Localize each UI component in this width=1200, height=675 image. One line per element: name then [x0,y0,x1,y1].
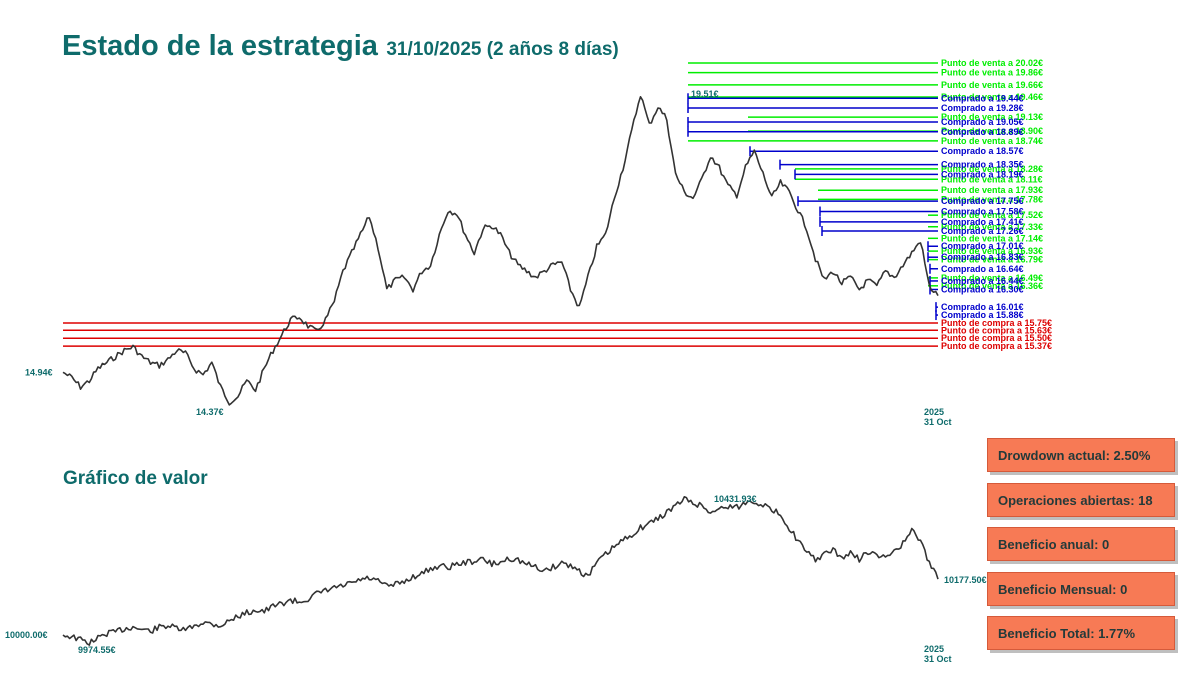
title-date: 31/10/2025 (2 años 8 días) [386,39,619,60]
bought-level-label: Comprado a 17.58€ [941,207,1024,217]
sell-level-label: Punto de venta a 19.46€ [941,92,1043,102]
buy-level-label: Punto de compra a 15.37€ [941,341,1052,351]
bought-level-label: Comprado a 16.44€ [941,276,1024,286]
sell-level-label: Punto de venta a 16.36€ [941,281,1043,291]
bought-level-label: Comprado a 16.01€ [941,302,1024,312]
sell-level-label: Punto de venta a 19.86€ [941,68,1043,78]
bought-level-label: Comprado a 17.26€ [941,226,1024,236]
sell-level-label: Punto de venta a 20.02€ [941,58,1043,68]
sell-level-label: Punto de venta a 16.79€ [941,255,1043,265]
stat-box: Beneficio Total: 1.77% [987,616,1175,650]
bought-level-label: Comprado a 19.44€ [941,93,1024,103]
title-main: Estado de la estrategia [62,30,378,62]
bought-level-label: Comprado a 19.05€ [941,117,1024,127]
bought-level-label: Comprado a 18.89€ [941,127,1024,137]
sell-level-label: Punto de venta a 17.93€ [941,185,1043,195]
bought-level-label: Comprado a 19.28€ [941,103,1024,113]
bought-level-label: Comprado a 18.35€ [941,160,1024,170]
sell-level-label: Punto de venta a 16.93€ [941,246,1043,256]
sell-level-label: Punto de venta a 19.13€ [941,112,1043,122]
buy-level-label: Punto de compra a 15.75€ [941,318,1052,328]
value-end-label: 10177.50€ [944,575,987,585]
sell-level-label: Punto de venta a 17.33€ [941,222,1043,232]
price-start-label: 14.94€ [25,367,53,377]
sell-level-label: Punto de venta a 18.74€ [941,136,1043,146]
value-start-label: 10000.00€ [5,630,48,640]
price-end-tick-date: 31 Oct [924,417,952,427]
sell-level-label: Punto de venta a 17.52€ [941,210,1043,220]
stat-box: Drowdown actual: 2.50% [987,438,1175,472]
bought-level-label: Comprado a 17.41€ [941,217,1024,227]
stat-box: Operaciones abiertas: 18 [987,483,1175,517]
sell-level-label: Punto de venta a 17.14€ [941,233,1043,243]
bought-level-label: Comprado a 18.19€ [941,169,1024,179]
value-chart-title: Gráfico de valor [63,468,208,489]
bought-level-label: Comprado a 17.01€ [941,241,1024,251]
bought-level-label: Comprado a 16.83€ [941,252,1024,262]
sell-level-label: Punto de venta a 17.78€ [941,194,1043,204]
stat-box: Beneficio anual: 0 [987,527,1175,561]
value-end-tick-date: 31 Oct [924,654,952,664]
price-min-label: 14.37€ [196,407,224,417]
bought-level-label: Comprado a 16.64€ [941,264,1024,274]
sell-level-label: Punto de venta a 18.28€ [941,164,1043,174]
price-end-tick-year: 2025 [924,407,944,417]
price-series-line [62,96,939,406]
sell-level-label: Punto de venta a 18.90€ [941,126,1043,136]
sell-level-label: Punto de venta a 18.11€ [941,174,1043,184]
page-title: Estado de la estrategia 31/10/2025 (2 añ… [62,30,619,63]
value-end-tick-year: 2025 [924,644,944,654]
bought-level-label: Comprado a 18.57€ [941,146,1024,156]
value-min-label: 9974.55€ [78,645,116,655]
sell-level-label: Punto de venta a 19.66€ [941,80,1043,90]
stat-box: Beneficio Mensual: 0 [987,572,1175,606]
bought-level-label: Comprado a 15.88€ [941,310,1024,320]
bought-level-label: Comprado a 16.30€ [941,284,1024,294]
buy-level-label: Punto de compra a 15.63€ [941,325,1052,335]
sell-level-label: Punto de venta a 16.49€ [941,273,1043,283]
value-max-label: 10431.93€ [714,494,757,504]
bought-level-label: Comprado a 17.75€ [941,196,1024,206]
price-max-label: 19.51€ [691,89,719,99]
buy-level-label: Punto de compra a 15.50€ [941,333,1052,343]
value-series-line [62,496,939,646]
